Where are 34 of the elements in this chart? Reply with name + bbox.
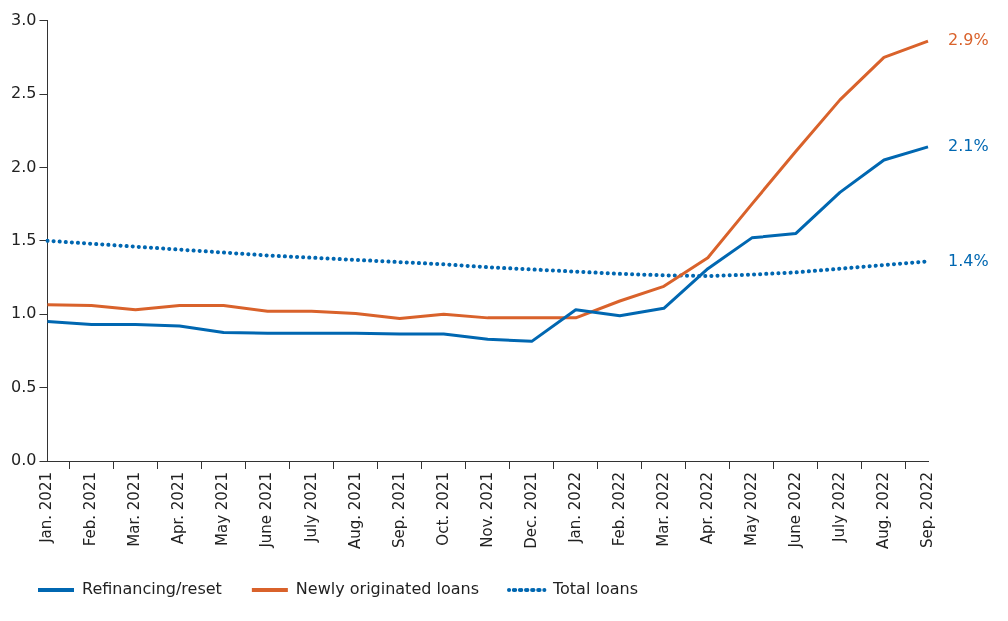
y-tick-label: 0.5 [10,376,37,396]
x-tick-label: Mar. 2021 [125,472,144,547]
y-tick-label: 0.0 [10,450,37,470]
x-tick-label: Oct. 2021 [433,472,452,546]
x-tick-label: July 2022 [829,472,848,543]
x-tick-label: June 2021 [257,472,276,549]
x-tick-label: June 2022 [785,472,804,549]
annotation: 1.4% [948,250,989,270]
x-tick-label: Aug. 2022 [873,472,892,549]
annotation: 2.1% [948,136,989,155]
annotation: 2.9% [948,30,989,50]
y-tick-label: 2.0 [10,156,37,176]
x-tick-label: Jan. 2022 [565,472,584,544]
x-tick-label: Sep. 2021 [389,472,408,548]
y-tick-label: 3.0 [10,9,37,29]
x-tick-label: Aug. 2021 [345,472,364,549]
legend-label: Total loans [551,579,638,599]
x-tick-label: Feb. 2021 [81,472,100,547]
x-tick-label: May 2021 [213,472,232,546]
y-tick-label: 2.5 [10,83,37,103]
legend-label: Refinancing/reset [82,579,222,599]
x-tick-label: Mar. 2022 [653,472,672,547]
x-tick-label: Jan. 2021 [37,472,56,544]
y-tick-label: 1.5 [10,229,37,249]
x-tick-label: Apr. 2021 [169,472,188,545]
x-tick-label: Nov. 2021 [477,472,496,548]
x-tick-label: Dec. 2021 [521,472,540,549]
x-tick-label: May 2022 [741,472,760,546]
legend-label: Newly originated loans [295,579,479,599]
y-tick-label: 1.0 [10,303,37,323]
x-tick-label: Feb. 2022 [609,472,628,547]
x-tick-label: Sep. 2022 [917,472,936,548]
x-tick-label: Apr. 2022 [697,472,716,545]
x-tick-label: July 2021 [301,472,320,543]
